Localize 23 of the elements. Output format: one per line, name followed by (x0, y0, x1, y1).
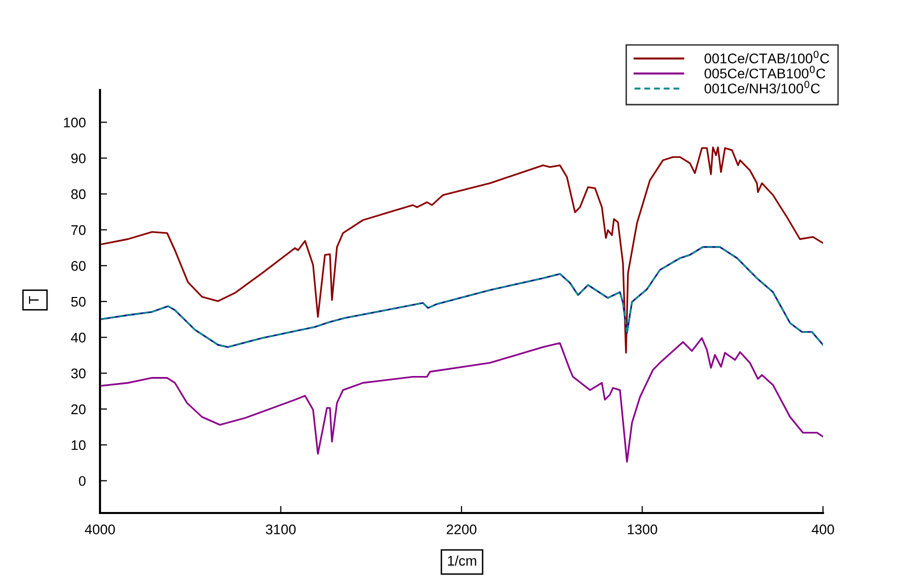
y-tick-label: 30 (71, 368, 86, 378)
y-tick-label: 70 (71, 225, 86, 235)
y-tick-label: 20 (71, 404, 86, 414)
y-axis-title: T (29, 296, 39, 304)
y-tick-label: 0 (78, 476, 86, 486)
y-tick-label: 50 (71, 296, 86, 307)
x-tick-label: 400 (812, 524, 834, 534)
x-axis-title: 1/cm (448, 556, 476, 566)
legend-label: 005Ce/CTAB100$^{0}$C (704, 66, 826, 78)
line-series (101, 337, 823, 463)
y-tick-label: 60 (71, 260, 86, 271)
x-tick-label: 3100 (266, 524, 296, 534)
x-tick-label: 2200 (446, 524, 476, 534)
y-tick-label: 100 (64, 118, 86, 128)
x-tick-label: 1300 (628, 524, 658, 534)
y-tick-label: 80 (71, 189, 86, 200)
line-series (101, 146, 823, 354)
legend-label: 001Ce/CTAB/100$^{0}$C (704, 50, 830, 64)
legend-label: 001Ce/NH3/100$^{0}$C (704, 80, 820, 94)
y-tick-label: 10 (72, 440, 86, 450)
y-tick-label: 40 (70, 332, 86, 343)
y-tick-label: 90 (71, 153, 86, 164)
x-tick-label: 4000 (84, 524, 115, 534)
